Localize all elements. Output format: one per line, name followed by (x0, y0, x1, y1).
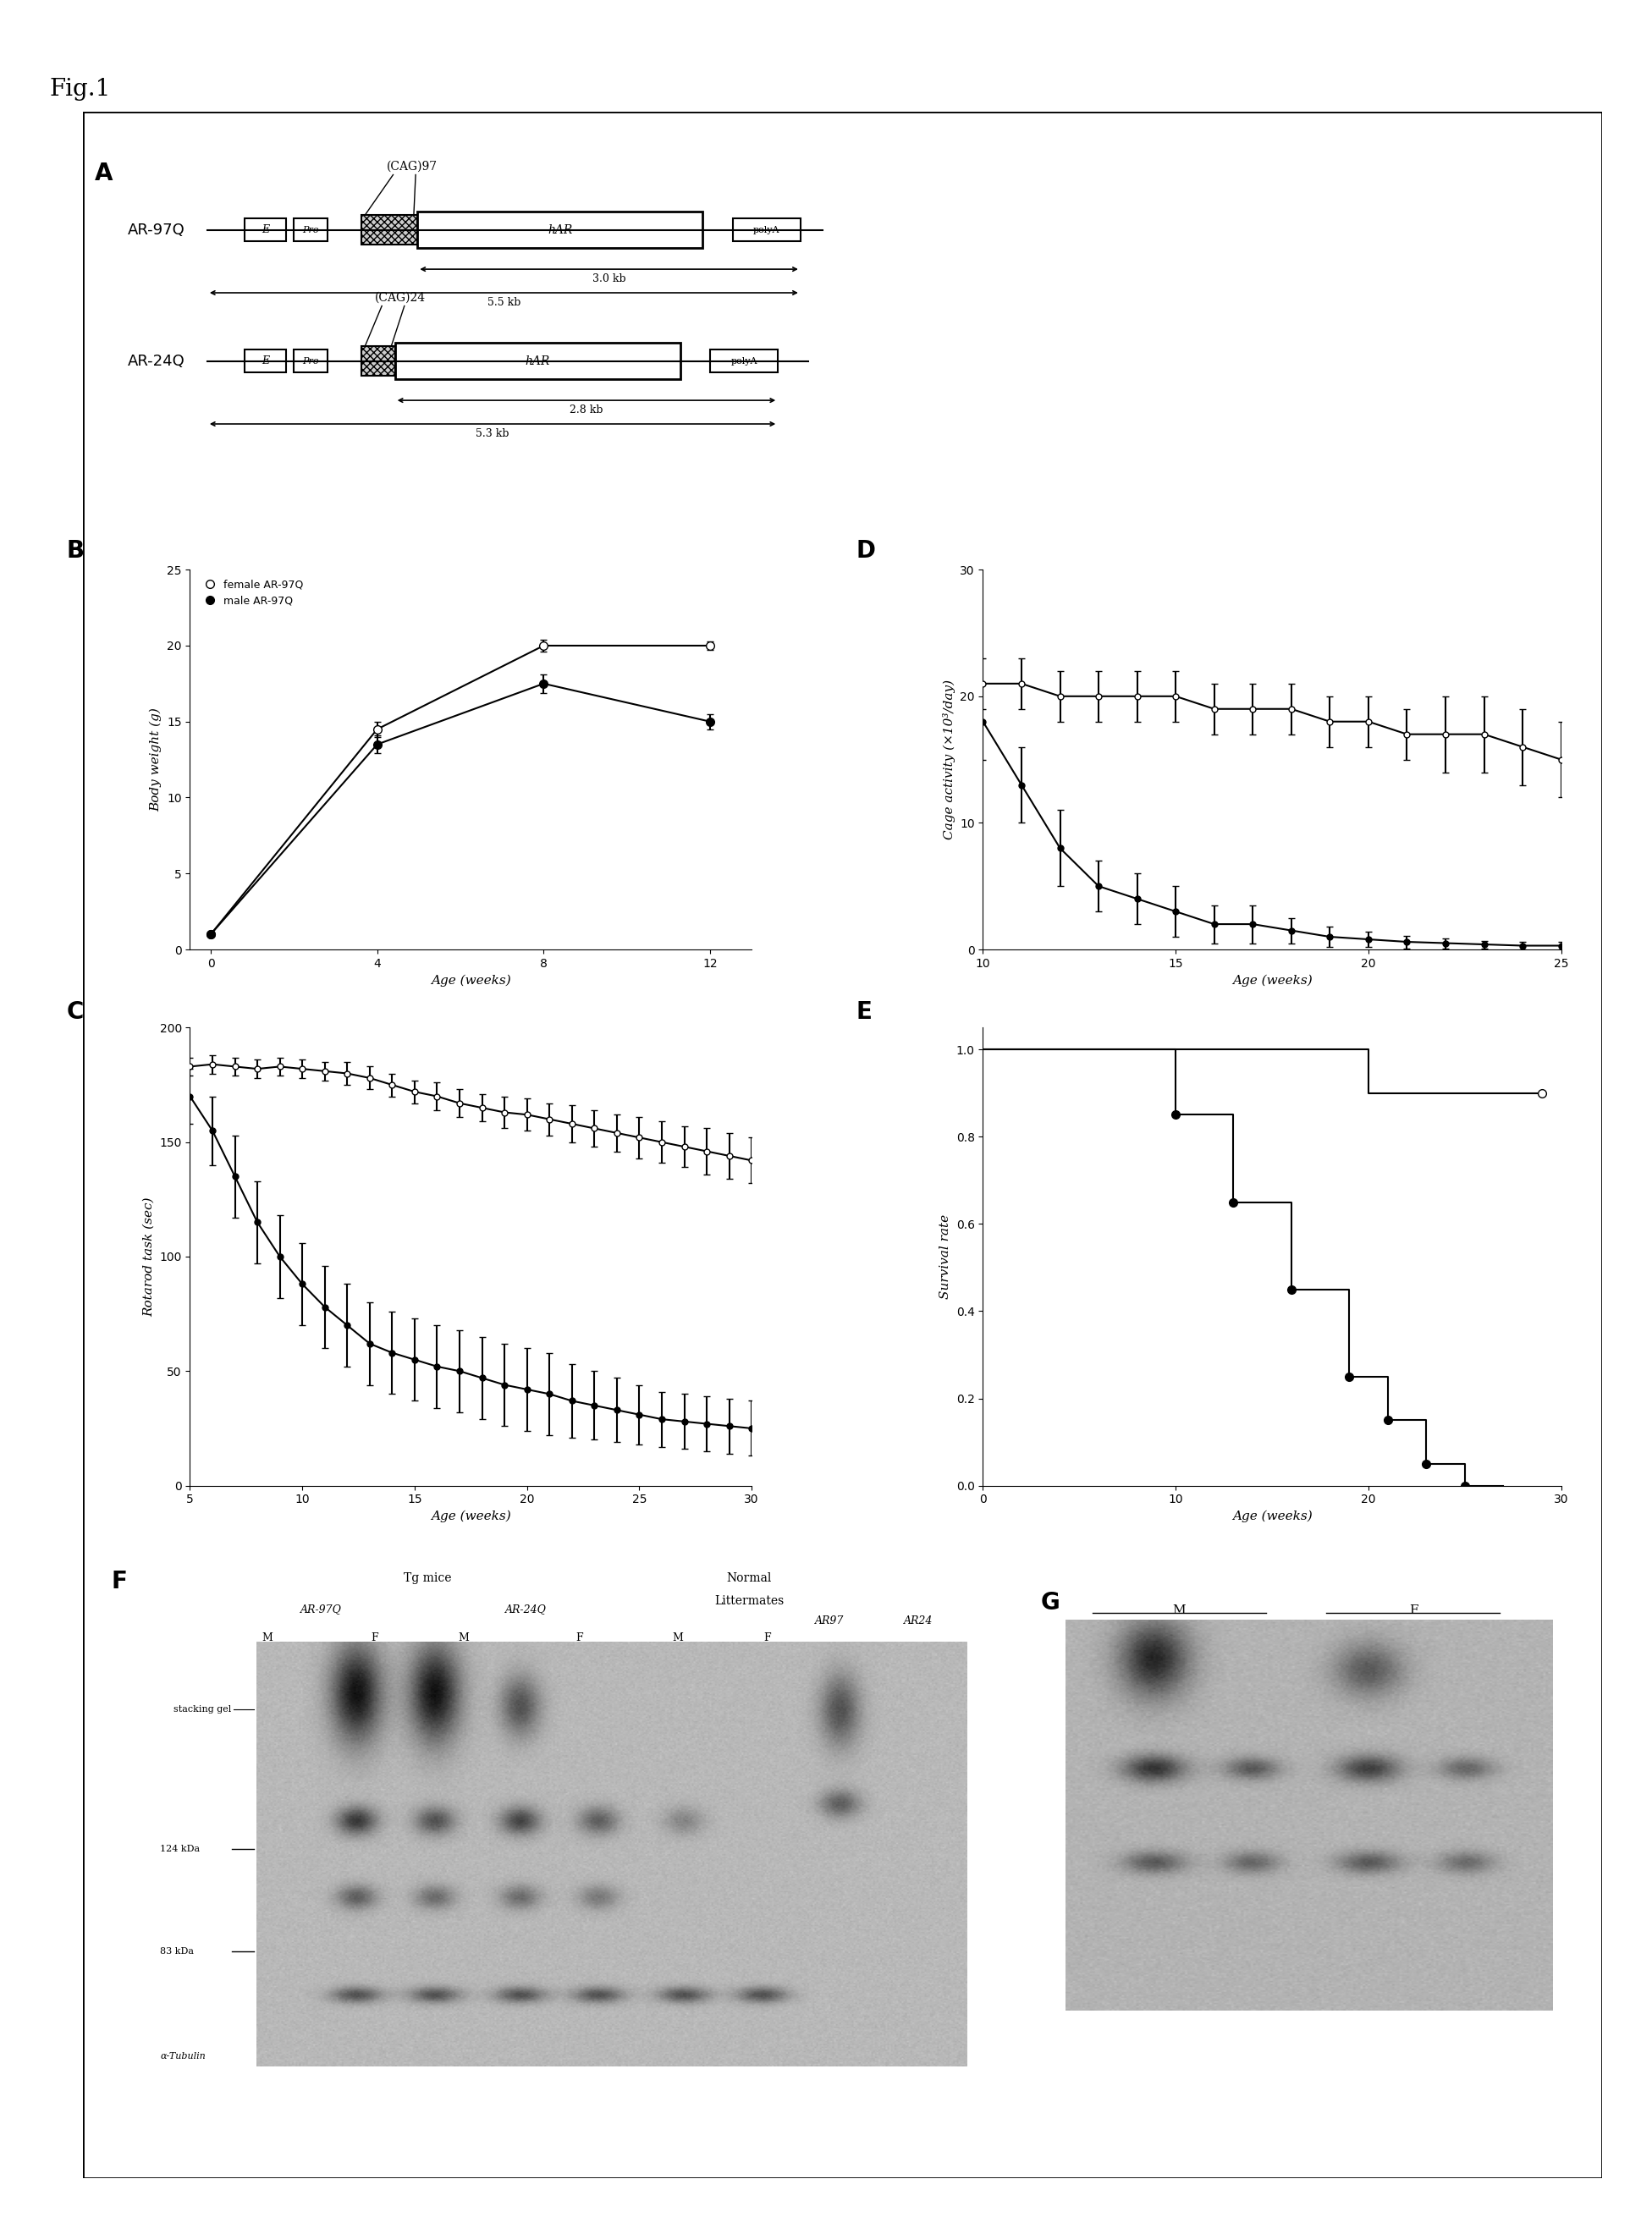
Text: 2.8 kb: 2.8 kb (570, 404, 603, 416)
Bar (395, 342, 681, 380)
Text: A: A (94, 161, 112, 185)
Bar (294, 219, 327, 241)
X-axis label: Age (weeks): Age (weeks) (1232, 974, 1312, 987)
Text: hAR: hAR (525, 355, 550, 366)
Text: Littermates: Littermates (714, 1595, 783, 1606)
Bar (362, 346, 395, 375)
Text: F: F (370, 1633, 378, 1644)
Text: polyA: polyA (753, 226, 780, 235)
Bar (710, 349, 778, 373)
Text: M: M (672, 1633, 682, 1644)
Text: α-Tubulin: α-Tubulin (160, 2053, 206, 2060)
Text: 83 kDa: 83 kDa (160, 1948, 193, 1955)
Bar (244, 219, 286, 241)
Text: F: F (763, 1633, 770, 1644)
Text: G: G (1041, 1591, 1059, 1615)
X-axis label: Age (weeks): Age (weeks) (431, 974, 510, 987)
Text: 124 kDa: 124 kDa (160, 1845, 200, 1852)
Text: AR97: AR97 (814, 1615, 844, 1626)
Text: B: B (66, 538, 84, 563)
Text: hAR: hAR (548, 223, 573, 237)
Text: C: C (66, 1001, 84, 1023)
Text: stacking gel: stacking gel (173, 1705, 231, 1713)
Text: CY: CY (1214, 1631, 1231, 1642)
Text: D: D (856, 538, 876, 563)
Text: Fig.1: Fig.1 (50, 78, 111, 101)
Bar (362, 214, 418, 244)
Text: (CAG)97: (CAG)97 (387, 161, 438, 172)
X-axis label: Age (weeks): Age (weeks) (431, 1510, 510, 1524)
Text: M: M (263, 1633, 273, 1644)
Text: (CAG)24: (CAG)24 (375, 290, 426, 304)
Bar (418, 212, 702, 248)
Text: 5.3 kb: 5.3 kb (476, 429, 509, 440)
Text: CY: CY (1449, 1631, 1464, 1642)
Text: 3.0 kb: 3.0 kb (591, 273, 626, 284)
Y-axis label: Body weight (g): Body weight (g) (150, 708, 162, 811)
Text: Pro: Pro (302, 357, 319, 364)
Y-axis label: Survival rate: Survival rate (940, 1215, 952, 1298)
Text: F: F (577, 1633, 583, 1644)
Text: E: E (261, 223, 269, 235)
Y-axis label: Rotarod task (sec): Rotarod task (sec) (142, 1197, 155, 1316)
Text: 5.5 kb: 5.5 kb (487, 297, 520, 308)
Text: AR-24Q: AR-24Q (506, 1604, 547, 1615)
Bar (294, 349, 327, 373)
Legend: female AR-97Q, male AR-97Q: female AR-97Q, male AR-97Q (195, 574, 307, 610)
Text: AR-24Q: AR-24Q (127, 353, 185, 369)
Bar (733, 219, 801, 241)
Text: F: F (111, 1571, 127, 1593)
Text: AR-97Q: AR-97Q (301, 1604, 342, 1615)
Text: M: M (1173, 1604, 1186, 1615)
Text: N: N (1340, 1631, 1348, 1642)
Text: E: E (856, 1001, 872, 1023)
Text: E: E (261, 355, 269, 366)
Text: F: F (1409, 1604, 1417, 1615)
Text: AR-97Q: AR-97Q (127, 221, 185, 237)
Text: N: N (1122, 1631, 1132, 1642)
Text: Tg mice: Tg mice (405, 1573, 451, 1584)
Text: polyA: polyA (730, 357, 758, 364)
X-axis label: Age (weeks): Age (weeks) (1232, 1510, 1312, 1524)
Text: Normal: Normal (727, 1573, 771, 1584)
Text: Pro: Pro (302, 226, 319, 235)
Text: M: M (458, 1633, 469, 1644)
Y-axis label: Cage activity (×10³/day): Cage activity (×10³/day) (942, 679, 955, 840)
Bar (244, 349, 286, 373)
Text: AR24: AR24 (904, 1615, 933, 1626)
